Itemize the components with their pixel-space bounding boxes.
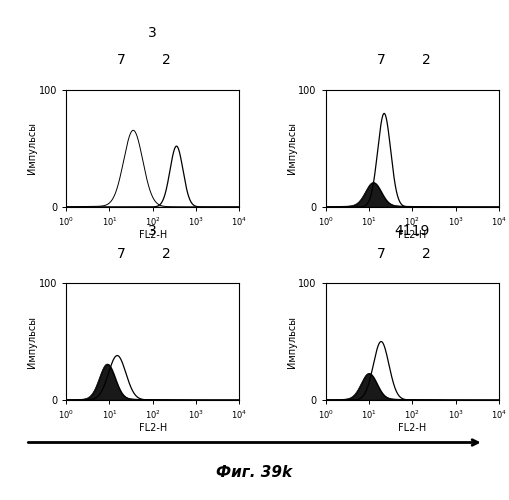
Text: 7: 7: [377, 246, 385, 260]
Text: Фиг. 39k: Фиг. 39k: [216, 465, 293, 480]
Text: 2: 2: [422, 54, 431, 68]
Text: 2: 2: [162, 54, 171, 68]
Text: 2: 2: [162, 246, 171, 260]
X-axis label: FL2-H: FL2-H: [138, 423, 167, 433]
X-axis label: FL2-H: FL2-H: [398, 423, 427, 433]
X-axis label: FL2-H: FL2-H: [398, 230, 427, 240]
Text: 7: 7: [377, 54, 385, 68]
Text: 7: 7: [117, 246, 126, 260]
Text: 7: 7: [117, 54, 126, 68]
Text: 2: 2: [422, 246, 431, 260]
Y-axis label: Импульсы: Импульсы: [27, 122, 37, 174]
Y-axis label: Импульсы: Импульсы: [287, 122, 297, 174]
Text: 3: 3: [148, 224, 157, 238]
Y-axis label: Импульсы: Импульсы: [27, 316, 37, 368]
Y-axis label: Импульсы: Импульсы: [287, 316, 297, 368]
Text: 3: 3: [148, 26, 157, 40]
Text: 4119: 4119: [394, 224, 430, 238]
X-axis label: FL2-H: FL2-H: [138, 230, 167, 240]
